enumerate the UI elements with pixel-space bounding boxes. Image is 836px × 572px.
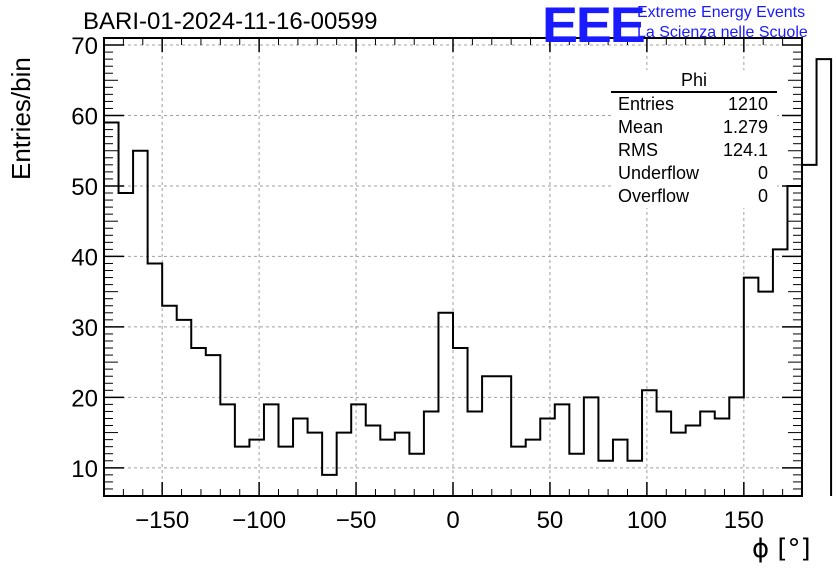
- x-tick-label: 50: [537, 507, 564, 534]
- histogram-bin: [148, 263, 163, 496]
- chart-title: BARI-01-2024-11-16-00599: [83, 8, 378, 35]
- axis-tick-labels: −150 −100 −50 0 50 100 150 10 20 30 40 50 60 70: [71, 33, 764, 534]
- stats-label: Mean: [618, 117, 664, 137]
- y-tick-label: 10: [71, 456, 98, 483]
- stats-row-mean: Mean 1.279: [611, 116, 777, 139]
- histogram-bin: [540, 418, 555, 496]
- histogram-bin: [555, 404, 570, 496]
- histogram-bin: [613, 440, 628, 496]
- histogram-bin: [249, 440, 264, 496]
- stats-row-entries: Entries 1210: [611, 93, 777, 116]
- histogram-bin: [191, 348, 206, 496]
- histogram-bin: [409, 454, 424, 496]
- histogram-bin: [787, 186, 802, 496]
- histogram-bin: [133, 151, 148, 496]
- histogram-bin: [264, 404, 279, 496]
- histogram-bin: [308, 433, 323, 496]
- histogram-bin: [468, 411, 483, 496]
- x-tick-label: 150: [724, 507, 764, 534]
- eee-logo: EEE: [542, 0, 646, 53]
- histogram-bin: [337, 433, 352, 496]
- y-tick-label: 40: [71, 244, 98, 271]
- histogram-bin: [729, 397, 744, 496]
- histogram-bin: [744, 278, 759, 496]
- x-tick-label: −50: [336, 507, 377, 534]
- histogram-bin: [235, 447, 250, 496]
- stats-row-underflow: Underflow 0: [611, 162, 777, 185]
- stats-value: 0: [757, 163, 768, 183]
- x-axis-label: ϕ [°]: [752, 534, 811, 564]
- stats-row-overflow: Overflow 0: [611, 185, 777, 208]
- histogram-bin: [380, 440, 395, 496]
- stats-label: Underflow: [618, 163, 700, 183]
- histogram-bin: [773, 249, 788, 496]
- histogram-bin: [453, 348, 468, 496]
- histogram-bin: [366, 426, 381, 496]
- y-tick-label: 30: [71, 315, 98, 342]
- histogram-outline: [103, 58, 833, 496]
- histogram-bin: [279, 447, 294, 496]
- histogram-bin: [686, 426, 701, 496]
- y-tick-label: 70: [71, 33, 98, 60]
- histogram-bin: [715, 418, 730, 496]
- histogram-bin: [293, 418, 308, 496]
- histogram-bin: [758, 292, 773, 496]
- x-tick-label: 100: [627, 507, 667, 534]
- histogram-bin: [482, 376, 497, 496]
- histogram-bin: [511, 447, 526, 496]
- histogram-bin: [351, 404, 366, 496]
- histogram-bin: [584, 397, 599, 496]
- histogram-bin: [700, 411, 715, 496]
- histogram-bin: [671, 433, 686, 496]
- stats-value: 1210: [727, 94, 768, 114]
- histogram-bin: [177, 320, 192, 496]
- stats-title: Phi: [611, 70, 777, 93]
- histogram-bin: [206, 355, 221, 496]
- histogram-bin: [438, 313, 453, 496]
- histogram-bin: [657, 411, 672, 496]
- stats-label: Overflow: [618, 186, 690, 206]
- logo-subtitle-line2: La Scienza nelle Scuole: [637, 24, 808, 41]
- x-tick-label: −150: [135, 507, 189, 534]
- histogram-bin: [424, 411, 439, 496]
- histogram-bin: [497, 376, 512, 496]
- y-axis-label: Entries/bin: [6, 57, 36, 180]
- histogram-bin: [119, 193, 134, 496]
- histogram-bin: [322, 475, 337, 496]
- x-tick-label: 0: [446, 507, 459, 534]
- stats-box: Phi Entries 1210 Mean 1.279 RMS 124.1 Un…: [611, 70, 777, 208]
- histogram-bin: [598, 461, 613, 496]
- histogram-bin: [395, 433, 410, 496]
- histogram-bin: [526, 440, 541, 496]
- stats-value: 124.1: [722, 140, 768, 160]
- histogram-bin: [628, 461, 643, 496]
- histogram-bin: [642, 390, 657, 496]
- stats-label: RMS: [618, 140, 658, 160]
- logo-subtitle-line1: Extreme Energy Events: [637, 4, 806, 21]
- histogram-bin: [569, 454, 584, 496]
- histogram-bin: [802, 165, 817, 496]
- stats-row-rms: RMS 124.1: [611, 139, 777, 162]
- histogram-bin: [104, 123, 119, 496]
- stats-value: 1.279: [722, 117, 768, 137]
- stats-label: Entries: [618, 94, 675, 114]
- histogram-bin: [162, 306, 177, 496]
- histogram-bin: [220, 404, 235, 496]
- histogram-bin: [817, 59, 832, 496]
- x-tick-label: −100: [232, 507, 286, 534]
- y-tick-label: 20: [71, 385, 98, 412]
- y-tick-label: 60: [71, 104, 98, 131]
- y-tick-label: 50: [71, 174, 98, 201]
- stats-value: 0: [757, 186, 768, 206]
